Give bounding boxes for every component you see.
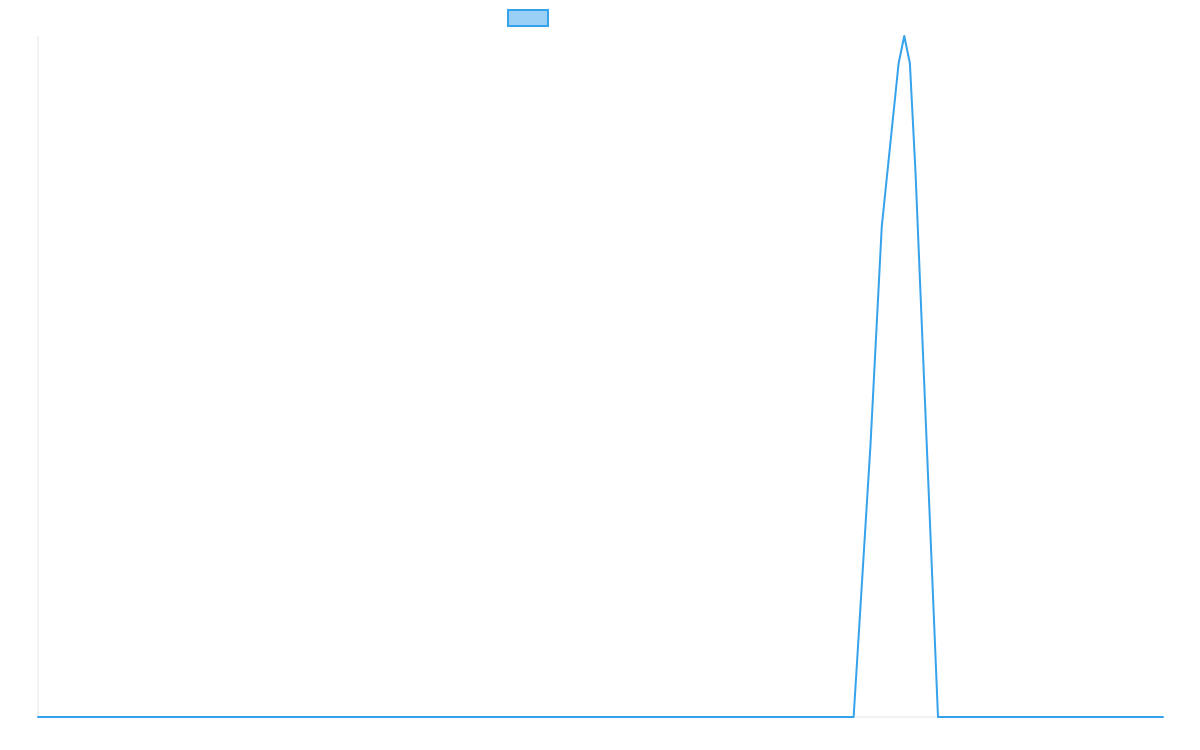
series-layer <box>37 35 1164 718</box>
legend-swatch[interactable] <box>507 9 549 27</box>
legend[interactable] <box>507 9 549 27</box>
series-line <box>37 35 1164 718</box>
axes <box>37 36 1163 718</box>
